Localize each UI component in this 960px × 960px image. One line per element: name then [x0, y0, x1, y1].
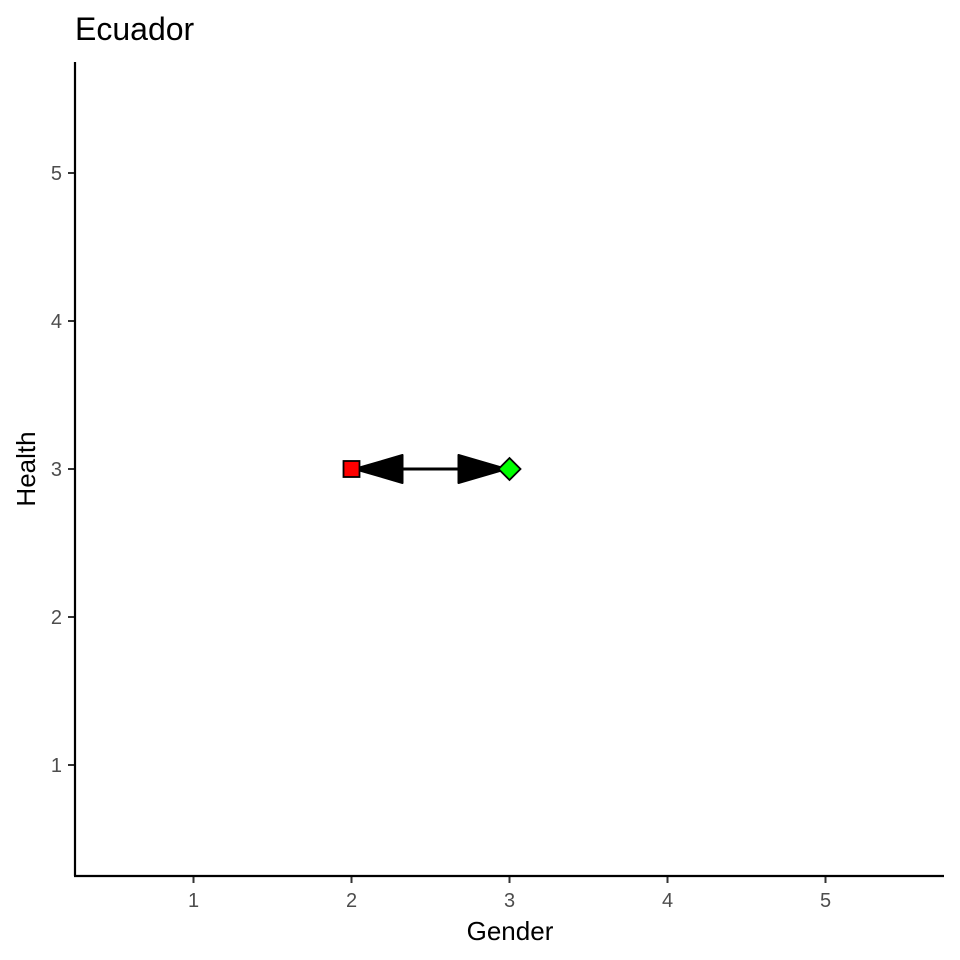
y-tick-label: 1	[51, 755, 62, 777]
x-tick-label: 1	[188, 890, 199, 912]
plot-marks	[342, 454, 522, 484]
y-axis-ticks: 1 2 3 4 5	[51, 163, 75, 777]
y-tick-label: 3	[51, 459, 62, 481]
y-tick-label: 4	[51, 311, 62, 333]
y-axis-label: Health	[11, 431, 41, 506]
y-tick-label: 5	[51, 163, 62, 185]
arrowhead-start	[353, 454, 404, 484]
x-axis-ticks: 1 2 3 4 5	[188, 876, 831, 912]
y-tick-label: 2	[51, 607, 62, 629]
chart-title: Ecuador	[75, 11, 195, 47]
x-axis-label: Gender	[467, 916, 554, 946]
x-tick-label: 2	[346, 890, 357, 912]
point-square	[342, 460, 361, 478]
arrowhead-end	[457, 454, 508, 484]
x-tick-label: 4	[662, 890, 673, 912]
point-diamond	[497, 456, 522, 482]
x-tick-label: 5	[820, 890, 831, 912]
x-tick-label: 3	[504, 890, 515, 912]
